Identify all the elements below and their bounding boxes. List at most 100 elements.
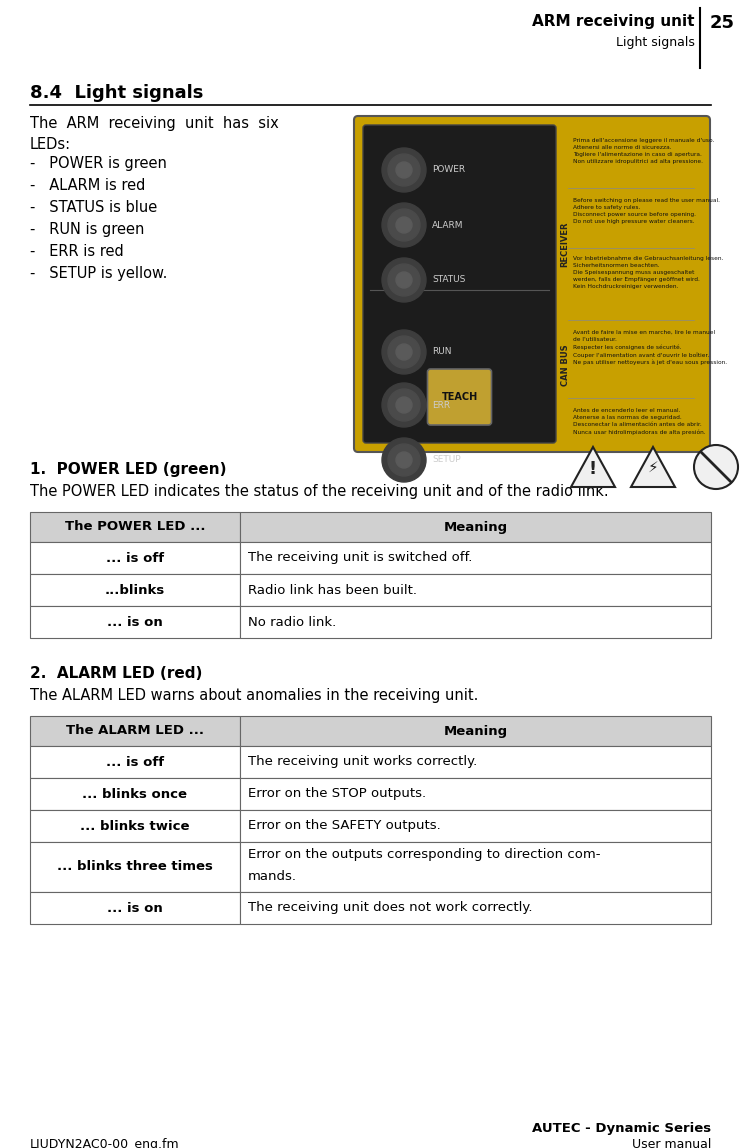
Bar [30,892,240,924]
Circle shape [388,444,420,476]
Text: RECEIVER: RECEIVER [560,222,570,266]
Bar [30,542,240,574]
Bar [30,606,240,638]
Circle shape [382,203,426,247]
Text: Radio link has been built.: Radio link has been built. [248,583,417,597]
Circle shape [382,329,426,374]
Circle shape [396,272,412,288]
Text: ... blinks twice: ... blinks twice [80,820,190,832]
Text: ... blinks three times: ... blinks three times [57,861,213,874]
Circle shape [396,344,412,360]
Bar [30,841,240,892]
Bar [30,746,240,778]
Circle shape [382,258,426,302]
Bar [30,574,240,606]
Text: Error on the STOP outputs.: Error on the STOP outputs. [248,788,426,800]
Bar [30,716,240,746]
Text: STATUS: STATUS [432,276,465,285]
Text: Before switching on please read the user manual.
Adhere to safety rules.
Disconn: Before switching on please read the user… [573,197,720,224]
Bar [240,574,711,606]
Text: -   POWER is green: - POWER is green [30,156,167,171]
Text: ⚡: ⚡ [648,459,658,474]
Bar [30,778,240,810]
Text: Error on the outputs corresponding to direction com-: Error on the outputs corresponding to di… [248,848,600,861]
Text: The receiving unit works correctly.: The receiving unit works correctly. [248,755,477,768]
Text: ... blinks once: ... blinks once [82,788,187,800]
Bar [240,746,711,778]
Circle shape [382,383,426,427]
Bar [30,810,240,841]
Bar [240,810,711,841]
Text: Meaning: Meaning [443,520,508,534]
Text: -   STATUS is blue: - STATUS is blue [30,200,157,215]
Text: 8.4  Light signals: 8.4 Light signals [30,84,203,102]
Text: SETUP: SETUP [432,456,461,465]
Text: The POWER LED ...: The POWER LED ... [64,520,205,534]
Text: -   RUN is green: - RUN is green [30,222,144,236]
FancyBboxPatch shape [363,125,556,443]
Bar [240,716,711,746]
Circle shape [388,264,420,296]
Text: ...blinks: ...blinks [105,583,165,597]
Text: ERR: ERR [432,401,450,410]
Circle shape [388,154,420,186]
Text: Antes de encenderlo leer el manual.
Atenerse a las normas de seguridad.
Desconec: Antes de encenderlo leer el manual. Aten… [573,408,705,435]
Bar [240,892,711,924]
Text: LIUDYN2AC0-00_eng.fm: LIUDYN2AC0-00_eng.fm [30,1138,179,1148]
Text: ... is off: ... is off [106,551,164,565]
Bar [240,512,711,542]
Text: Meaning: Meaning [443,724,508,737]
Text: ARM receiving unit: ARM receiving unit [533,14,695,29]
Text: ... is on: ... is on [107,901,163,915]
Circle shape [388,389,420,421]
Text: Light signals: Light signals [616,36,695,49]
Text: -   SETUP is yellow.: - SETUP is yellow. [30,266,167,281]
FancyBboxPatch shape [354,116,710,452]
Circle shape [388,336,420,369]
Text: !: ! [589,460,597,478]
Text: POWER: POWER [432,165,465,174]
Circle shape [396,452,412,468]
Circle shape [396,162,412,178]
Text: -   ALARM is red: - ALARM is red [30,178,145,193]
Text: CAN BUS: CAN BUS [560,344,570,386]
Text: -   ERR is red: - ERR is red [30,245,124,259]
Circle shape [382,439,426,482]
Circle shape [382,148,426,192]
Text: LEDs:: LEDs: [30,137,71,152]
Circle shape [694,445,738,489]
Text: ... is off: ... is off [106,755,164,768]
Text: The receiving unit does not work correctly.: The receiving unit does not work correct… [248,901,533,915]
Text: 2.  ALARM LED (red): 2. ALARM LED (red) [30,666,202,681]
Bar [240,778,711,810]
Circle shape [396,217,412,233]
Text: The POWER LED indicates the status of the receiving unit and of the radio link.: The POWER LED indicates the status of th… [30,484,608,499]
Text: The ALARM LED ...: The ALARM LED ... [66,724,204,737]
Text: The receiving unit is switched off.: The receiving unit is switched off. [248,551,472,565]
Text: 25: 25 [709,14,734,32]
Circle shape [396,397,412,413]
Text: No radio link.: No radio link. [248,615,336,628]
Bar [30,512,240,542]
Text: Avant de faire la mise en marche, lire le manuel
de l'utilisateur.
Respecter les: Avant de faire la mise en marche, lire l… [573,329,727,365]
Text: RUN: RUN [432,348,451,357]
Bar [240,841,711,892]
Circle shape [388,209,420,241]
FancyBboxPatch shape [428,369,491,425]
Text: ... is on: ... is on [107,615,163,628]
Text: The ALARM LED warns about anomalies in the receiving unit.: The ALARM LED warns about anomalies in t… [30,688,479,703]
Text: Error on the SAFETY outputs.: Error on the SAFETY outputs. [248,820,441,832]
Text: Vor Inbetriebnahme die Gebrauchsanleitung lesen.
Sicherheitsnormen beachten.
Die: Vor Inbetriebnahme die Gebrauchsanleitun… [573,256,723,289]
Polygon shape [571,447,615,487]
Text: ALARM: ALARM [432,220,464,230]
Text: mands.: mands. [248,870,297,883]
Text: 1.  POWER LED (green): 1. POWER LED (green) [30,461,227,478]
Text: User manual: User manual [631,1138,711,1148]
Text: TEACH: TEACH [442,391,478,402]
Bar [240,542,711,574]
Text: The  ARM  receiving  unit  has  six: The ARM receiving unit has six [30,116,279,131]
Text: Prima dell'accensione leggere il manuale d'uso.
Attenersi alle norme di sicurezz: Prima dell'accensione leggere il manuale… [573,138,714,164]
Bar [240,606,711,638]
Polygon shape [631,447,675,487]
Text: AUTEC - Dynamic Series: AUTEC - Dynamic Series [532,1122,711,1135]
